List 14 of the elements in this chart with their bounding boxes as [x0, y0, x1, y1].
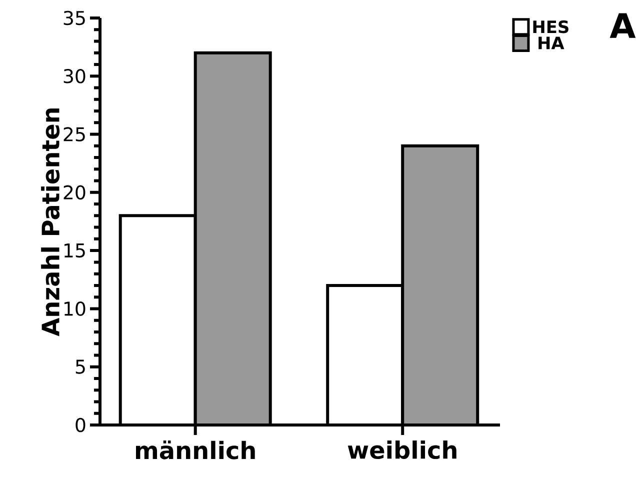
y-tick-label: 35 [64, 10, 85, 26]
y-tick-label: 10 [64, 302, 86, 316]
y-tick-label: 30 [64, 68, 86, 84]
legend-label: HA [538, 36, 564, 50]
y-tick-label: 15 [64, 244, 85, 258]
y-tick-label: 5 [76, 360, 85, 374]
text: A [610, 13, 636, 38]
y-tick-label: 20 [64, 185, 86, 200]
x-tick-label: weiblich [348, 440, 456, 460]
y-tick-label: 25 [64, 127, 85, 142]
y-tick-label: 0 [76, 418, 86, 432]
legend-label: HES [533, 20, 568, 34]
x-tick-label: männlich [136, 440, 255, 460]
y-axis-title: Anzahl Patienten [41, 108, 60, 336]
